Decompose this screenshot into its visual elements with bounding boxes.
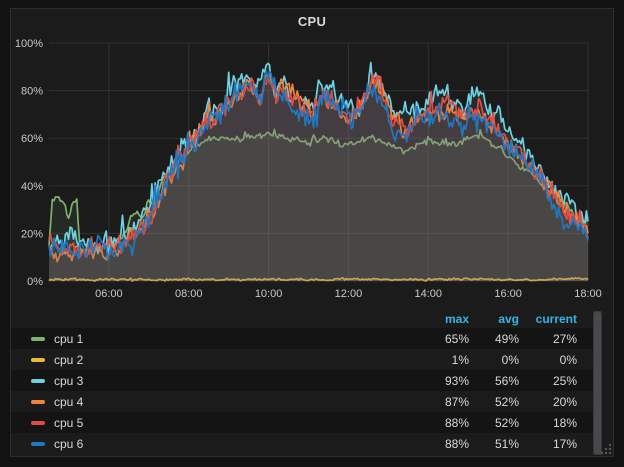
series-color-swatch[interactable] [31, 420, 45, 425]
series-color-swatch[interactable] [31, 399, 45, 404]
series-name[interactable]: cpu 3 [54, 373, 84, 388]
x-axis-tick-label: 10:00 [255, 288, 283, 300]
series-stat-current: 20% [552, 394, 577, 409]
series-color-swatch[interactable] [31, 378, 45, 383]
legend-scrollbar-track[interactable] [593, 311, 602, 455]
series-name[interactable]: cpu 1 [54, 331, 84, 346]
series-stat-current: 17% [552, 436, 577, 451]
series-name[interactable]: cpu 2 [54, 352, 84, 367]
legend-column-header-current[interactable]: current [535, 311, 577, 326]
legend-row: cpu 6 88% 51% 17% [11, 433, 593, 454]
cpu-panel: CPU 0% 20% 40% 60% 80% 100% 06:00 08:00 10:00 12:… [10, 8, 614, 457]
x-axis-tick-label: 12:00 [335, 288, 363, 300]
y-axis-tick-label: 60% [21, 133, 43, 145]
series-line-cpu-2 [48, 277, 589, 282]
x-axis-tick-label: 08:00 [175, 288, 203, 300]
series-color-swatch[interactable] [31, 441, 45, 446]
panel-resize-handle[interactable] [599, 442, 612, 455]
series-stat-current: 0% [559, 352, 577, 367]
cpu-usage-chart[interactable]: 0% 20% 40% 60% 80% 100% 06:00 08:00 10:00 12:00 14… [11, 9, 613, 305]
legend-column-header-max[interactable]: max [444, 311, 469, 326]
series-stat-current: 25% [552, 373, 577, 388]
x-axis-tick-label: 06:00 [95, 288, 123, 300]
y-axis-tick-label: 0% [27, 276, 43, 288]
legend-row: cpu 3 93% 56% 25% [11, 370, 593, 391]
series-stat-max: 93% [444, 373, 469, 388]
series-stat-max: 88% [444, 415, 469, 430]
y-axis-tick-label: 20% [21, 228, 43, 240]
legend-column-header-avg[interactable]: avg [498, 311, 519, 326]
legend-row: cpu 5 88% 52% 18% [11, 412, 593, 433]
series-stat-max: 65% [444, 331, 469, 346]
series-area-cpu-3 [49, 62, 588, 281]
legend-header-row: max avg current [11, 309, 593, 328]
series-line-cpu-6 [48, 70, 589, 262]
series-name[interactable]: cpu 5 [54, 415, 84, 430]
series-stat-avg: 52% [494, 394, 519, 409]
x-axis-tick-label: 18:00 [574, 288, 602, 300]
series-stat-max: 87% [444, 394, 469, 409]
legend-row: cpu 4 87% 52% 20% [11, 391, 593, 412]
series-stat-current: 27% [552, 331, 577, 346]
y-axis-tick-label: 80% [21, 86, 43, 98]
series-stat-avg: 0% [501, 352, 519, 367]
x-axis-tick-label: 14:00 [415, 288, 443, 300]
y-axis-tick-label: 100% [15, 38, 43, 50]
legend-scrollbar-thumb[interactable] [594, 312, 601, 454]
x-axis-tick-label: 16:00 [494, 288, 522, 300]
series-line-cpu-1 [48, 128, 589, 255]
legend-row: cpu 1 65% 49% 27% [11, 328, 593, 349]
series-stat-avg: 56% [494, 373, 519, 388]
y-axis-tick-label: 40% [21, 181, 43, 193]
series-name[interactable]: cpu 4 [54, 394, 84, 409]
legend-row: cpu 2 1% 0% 0% [11, 349, 593, 370]
legend-table: max avg current cpu 1 65% 49% 27% cpu 2 1% 0% 0% cp… [11, 309, 593, 454]
series-color-swatch[interactable] [31, 336, 45, 341]
series-line-cpu-3 [48, 61, 589, 255]
series-color-swatch[interactable] [31, 357, 45, 362]
series-stat-max: 88% [444, 436, 469, 451]
series-stat-avg: 52% [494, 415, 519, 430]
series-stat-avg: 51% [494, 436, 519, 451]
series-stat-max: 1% [451, 352, 469, 367]
series-stat-avg: 49% [494, 331, 519, 346]
series-name[interactable]: cpu 6 [54, 436, 84, 451]
panel-title[interactable]: CPU [297, 14, 327, 29]
series-stat-current: 18% [552, 415, 577, 430]
